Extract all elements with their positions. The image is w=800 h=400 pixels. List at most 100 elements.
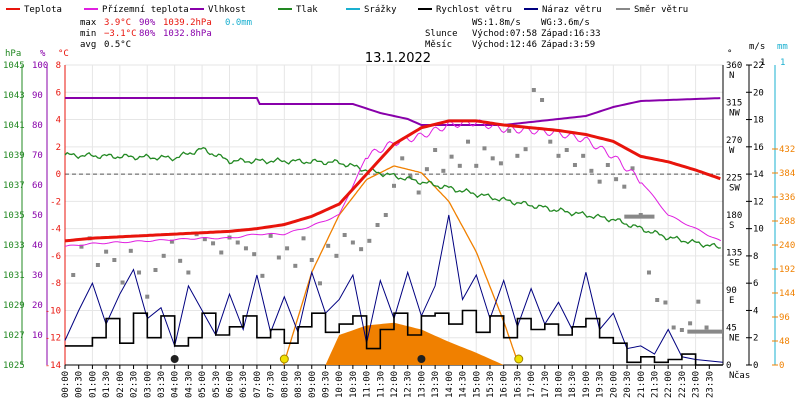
tick-dir-deg: 315 — [726, 99, 742, 109]
tick-dir-deg: 90 — [726, 286, 737, 296]
tick-mm: 0 — [779, 361, 784, 371]
tick-x: 17:30 — [541, 371, 551, 398]
stat-min-temp: −3.1°C — [104, 29, 137, 39]
axis-title-deg: °C — [58, 49, 69, 59]
tick-x: 18:30 — [568, 371, 578, 398]
tick-temp: -4 — [50, 225, 61, 235]
smer-point — [679, 328, 684, 332]
axis-title-dir: ° — [727, 49, 732, 59]
series-naraz — [64, 214, 723, 363]
stat-avg-label: avg — [80, 40, 96, 50]
smer-point — [466, 139, 471, 144]
smer-point — [219, 250, 224, 255]
smer-point — [202, 237, 207, 242]
tick-x: 10:00 — [335, 371, 345, 398]
plot-area — [64, 88, 723, 366]
smer-point — [301, 236, 306, 241]
tick-mm: 432 — [779, 145, 795, 155]
smer-point — [235, 240, 240, 245]
tick-x: 22:30 — [678, 371, 688, 398]
stat-min-hum: 80% — [139, 29, 156, 39]
smer-point — [211, 241, 216, 246]
tick-dir-name: N — [729, 371, 734, 381]
tick-x: 12:00 — [390, 371, 400, 398]
tick-temp: 6 — [56, 88, 61, 98]
axis-title-ms: m/s — [749, 42, 765, 52]
tick-mm: 192 — [779, 265, 795, 275]
smer-point — [186, 270, 191, 275]
tick-mm: 48 — [779, 337, 790, 347]
tick-ms: 0 — [753, 361, 758, 371]
tick-pct: 20 — [32, 301, 43, 311]
stat-sunset: Západ:16:33 — [541, 29, 601, 39]
tick-x: 14:00 — [445, 371, 455, 398]
tick-x: 21:30 — [650, 371, 660, 398]
smer-point — [367, 238, 372, 243]
tick-x: 19:30 — [596, 371, 606, 398]
tick-dir-name: SW — [729, 184, 740, 194]
smer-point — [178, 258, 183, 263]
axis-title-x: čas — [734, 370, 750, 381]
smer-point — [622, 184, 627, 189]
stat-ws: WS:1.8m/s — [472, 18, 521, 28]
stat-min-label: min — [80, 29, 96, 39]
series-rychlost — [65, 309, 723, 366]
stat-sunrise: Východ:07:58 — [472, 29, 537, 39]
tick-x: 22:00 — [664, 371, 674, 398]
smer-point — [350, 240, 355, 245]
smer-point — [260, 273, 265, 278]
tick-x: 09:30 — [321, 371, 331, 398]
tick-dir-deg: 225 — [726, 174, 742, 184]
moon-marker — [170, 355, 179, 363]
smer-point — [515, 153, 520, 158]
smer-point — [696, 299, 701, 304]
tick-temp: 0 — [56, 170, 61, 180]
smer-point — [433, 148, 438, 152]
smer-point — [655, 298, 660, 302]
tick-ms: 16 — [753, 143, 764, 153]
tick-ms: 10 — [753, 225, 764, 235]
smer-point — [128, 248, 133, 253]
chart-title: 13.1.2022 — [365, 51, 431, 66]
tick-pct: 50 — [32, 211, 43, 221]
tick-hpa: 1037 — [3, 181, 25, 191]
smer-point — [375, 223, 380, 227]
tick-hpa: 1035 — [3, 211, 25, 221]
stat-max-hum: 90% — [139, 18, 156, 28]
smer-point — [474, 163, 479, 168]
smer-point — [523, 147, 528, 152]
stat-min-press: 1032.8hPa — [163, 29, 212, 39]
tick-ms: 20 — [753, 88, 764, 98]
smer-point — [392, 183, 396, 188]
legend-label-tlak: Tlak — [296, 5, 318, 15]
smer-point — [589, 168, 594, 173]
tick-x: 11:00 — [363, 371, 373, 398]
stat-moonrise: Východ:12:46 — [472, 40, 537, 50]
axes: 1025102710291031103310351037103910411043… — [3, 61, 795, 398]
tick-pct: 70 — [32, 151, 43, 161]
tick-x: 08:30 — [294, 371, 304, 398]
tick-x: 10:30 — [349, 371, 359, 398]
tick-pct: 40 — [32, 241, 43, 251]
smer-point — [293, 263, 298, 268]
tick-x: 03:00 — [143, 371, 153, 398]
tick-hpa: 1033 — [3, 241, 25, 251]
smer-point — [104, 249, 109, 254]
smer-point — [285, 246, 290, 251]
tick-x: 06:30 — [239, 371, 249, 398]
tick-x: 20:30 — [623, 371, 633, 398]
smer-point — [441, 168, 446, 173]
tick-x: 18:00 — [555, 371, 565, 398]
tick-mm: 240 — [779, 241, 795, 251]
smer-point — [334, 253, 339, 258]
sun-marker — [279, 354, 289, 364]
tick-mm: 384 — [779, 169, 795, 179]
legend-label-vlhkost: Vlhkost — [208, 5, 246, 15]
tick-dir-deg: 360 — [726, 61, 742, 71]
tick-x: 11:30 — [376, 371, 386, 398]
tick-x: 21:00 — [637, 371, 647, 398]
tick-mm: 288 — [779, 217, 795, 227]
ms-top-label: 1 — [760, 58, 765, 68]
stat-moon-label: Měsíc — [425, 40, 452, 50]
stat-avg-temp: 0.5°C — [104, 40, 131, 50]
